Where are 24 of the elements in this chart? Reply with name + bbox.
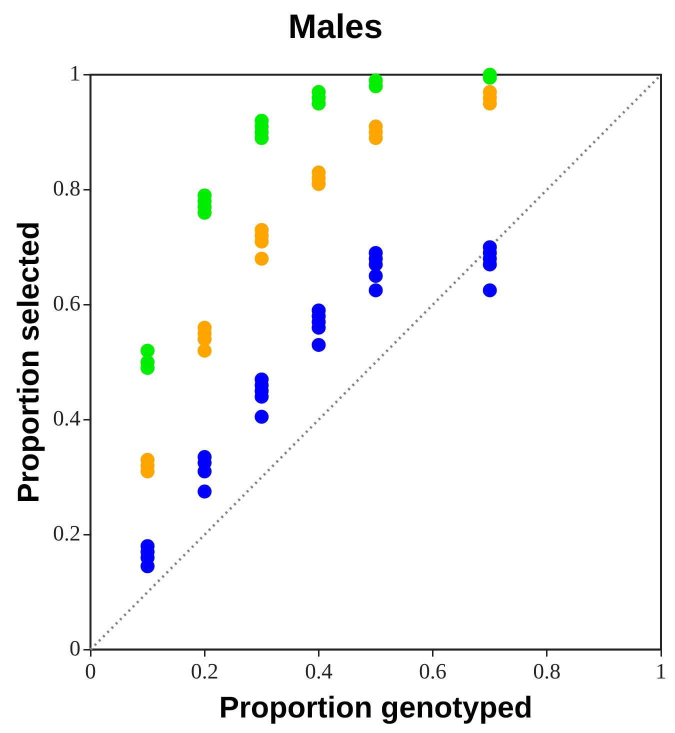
y-axis-title: Proportion selected bbox=[12, 221, 46, 504]
y-tick-label: 0.2 bbox=[53, 520, 80, 546]
point bbox=[140, 344, 155, 358]
x-tick-label: 0.4 bbox=[304, 658, 332, 684]
y-tick-label: 0 bbox=[70, 635, 80, 660]
y-tick-label: 1 bbox=[70, 60, 80, 86]
x-tick-label: 0.6 bbox=[419, 658, 447, 684]
x-axis-title: Proportion genotyped bbox=[219, 691, 532, 724]
x-tick-label: 0 bbox=[85, 658, 96, 684]
point bbox=[482, 283, 497, 298]
point bbox=[198, 344, 212, 358]
x-tick-label: 0.2 bbox=[190, 658, 218, 684]
x-tick-label: 0.8 bbox=[533, 658, 561, 684]
y-tick-label: 0.4 bbox=[53, 405, 80, 430]
point bbox=[254, 410, 269, 424]
y-tick-label: 0.8 bbox=[53, 176, 80, 201]
y-tick-label: 0.6 bbox=[53, 290, 80, 316]
x-tick-label: 1 bbox=[656, 658, 666, 684]
chart-title: Males bbox=[288, 8, 383, 46]
point bbox=[368, 283, 383, 298]
point bbox=[368, 268, 383, 283]
point bbox=[312, 338, 326, 352]
point bbox=[254, 252, 269, 266]
point bbox=[198, 484, 212, 499]
